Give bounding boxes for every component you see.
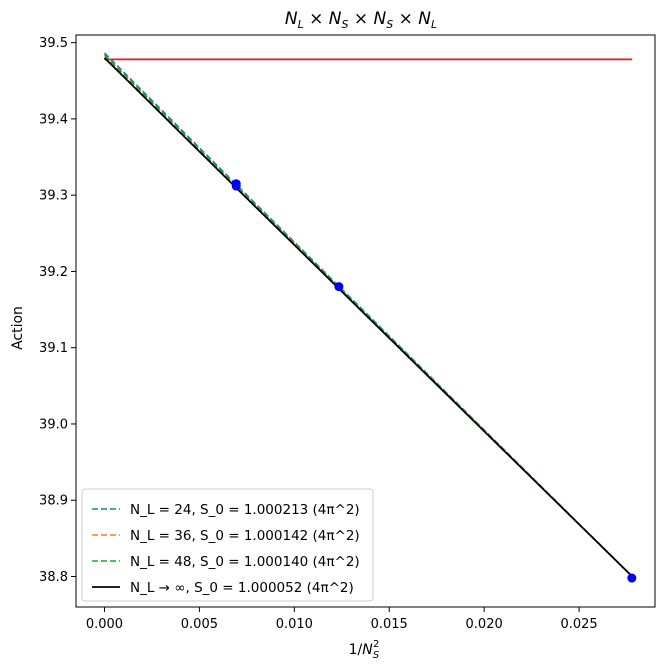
chart-title: NL × NS × NS × NL [285,9,437,31]
legend-label: N_L = 36, S_0 = 1.000142 (4π^2) [130,528,360,544]
legend-label: N_L → ∞, S_0 = 1.000052 (4π^2) [130,580,354,596]
y-tick-label: 39.4 [39,112,68,127]
legend-label: N_L = 24, S_0 = 1.000213 (4π^2) [130,502,360,518]
points-layer [231,179,637,583]
legend-label: N_L = 48, S_0 = 1.000140 (4π^2) [130,554,360,570]
x-axis-label: 1/NS2 [349,639,380,661]
x-tick-label: 0.000 [86,617,123,632]
legend: N_L = 24, S_0 = 1.000213 (4π^2) N_L = 36,… [81,488,374,602]
y-axis: 38.8 38.9 39.0 39.1 39.2 39.3 39.4 39.5 [39,36,76,585]
data-point [231,181,241,191]
data-point [334,282,344,292]
y-axis-label: Action [10,306,26,350]
legend-box [81,488,374,602]
x-tick-label: 0.025 [560,617,597,632]
y-tick-label: 38.9 [39,494,68,509]
y-tick-label: 39.2 [39,265,68,280]
x-tick-label: 0.020 [466,617,503,632]
y-tick-label: 39.3 [39,189,68,204]
x-tick-label: 0.010 [276,617,313,632]
y-tick-label: 39.0 [39,417,68,432]
y-tick-label: 39.5 [39,36,68,51]
x-axis: 0.000 0.005 0.010 0.015 0.020 0.025 [86,607,598,632]
data-point [627,573,637,583]
y-tick-label: 39.1 [39,341,68,356]
y-tick-label: 38.8 [39,570,68,585]
x-tick-label: 0.005 [181,617,218,632]
x-tick-label: 0.015 [371,617,408,632]
